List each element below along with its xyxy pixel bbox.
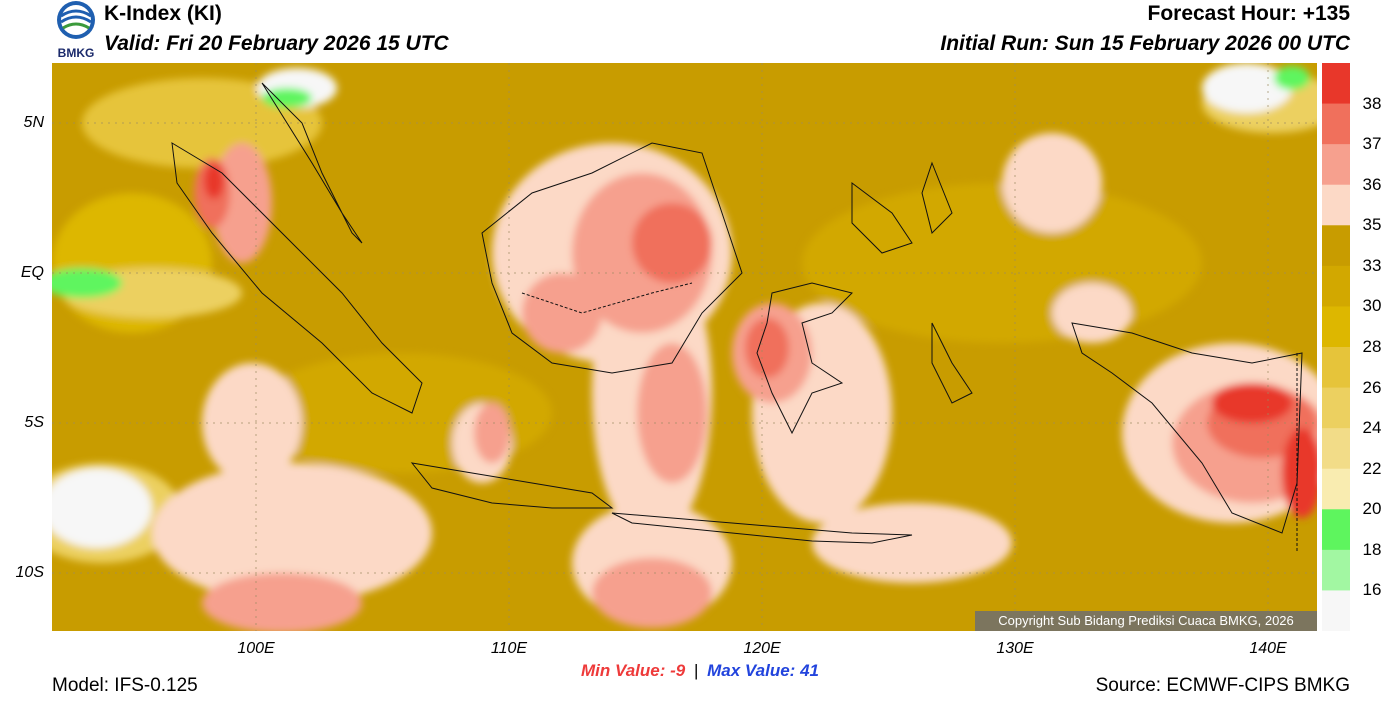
colorbar-label: 22 [1362, 458, 1382, 478]
lat-label-5s: 5S [24, 414, 44, 431]
nusa-tenggara-coast [611, 512, 913, 544]
maluku-coast [931, 322, 973, 404]
border-line [521, 282, 693, 314]
colorbar-segment [1322, 265, 1350, 307]
min-value: -9 [670, 661, 686, 680]
colorbar-segment [1322, 225, 1350, 267]
colorbar-segment [1322, 306, 1350, 348]
philippines-coast [851, 182, 913, 254]
field-shading [52, 63, 1317, 631]
colorbar-label: 30 [1362, 296, 1382, 316]
colorbar-segment [1322, 590, 1350, 631]
java-coast [410, 462, 614, 509]
lon-label-120e: 120E [743, 640, 781, 657]
lon-label-140e: 140E [1249, 640, 1287, 657]
valid-time: Valid: Fri 20 February 2026 15 UTC [104, 32, 449, 55]
colorbar-label: 20 [1362, 499, 1382, 519]
borneo-coast [481, 142, 743, 374]
lat-label-5n: 5N [23, 114, 44, 131]
colorbar-label: 16 [1362, 580, 1382, 600]
model-name: Model: IFS-0.125 [52, 675, 198, 696]
sulawesi-coast [756, 282, 853, 435]
colorbar-segment [1322, 144, 1350, 186]
value-separator: | [693, 661, 699, 680]
colorbar-label: 38 [1362, 93, 1382, 113]
colorbar-label: 35 [1362, 215, 1382, 235]
colorbar-segment [1322, 468, 1350, 510]
logo-label: BMKG [57, 46, 95, 60]
max-label: Max Value: [707, 661, 796, 680]
colorbar-segment [1322, 347, 1350, 389]
colorbar-segment [1322, 184, 1350, 226]
colorbar-label: 26 [1362, 377, 1382, 397]
colorbar-segment [1322, 103, 1350, 145]
map-title: K-Index (KI) [104, 2, 222, 25]
bmkg-logo [57, 1, 95, 39]
k-index-map [52, 63, 1317, 631]
lat-label-10s: 10S [15, 564, 44, 581]
papua-coast [1071, 322, 1303, 534]
initial-run: Initial Run: Sun 15 February 2026 00 UTC [940, 32, 1350, 55]
min-max-values: Min Value: -9 | Max Value: 41 [0, 661, 1400, 681]
copyright-note: Copyright Sub Bidang Prediksi Cuaca BMKG… [975, 611, 1317, 631]
max-value: 41 [800, 661, 819, 680]
colorbar [1322, 63, 1350, 631]
colorbar-segment [1322, 63, 1350, 105]
colorbar-segment [1322, 509, 1350, 551]
min-label: Min Value: [581, 661, 666, 680]
colorbar-label: 24 [1362, 418, 1382, 438]
lat-label-eq: EQ [20, 264, 44, 281]
sumatra-coast [171, 142, 423, 414]
colorbar-label: 37 [1362, 134, 1382, 154]
lon-label-130e: 130E [996, 640, 1034, 657]
colorbar-label: 18 [1362, 539, 1382, 559]
lon-label-100e: 100E [237, 640, 275, 657]
colorbar-segment [1322, 549, 1350, 591]
colorbar-segment [1322, 428, 1350, 470]
grid-lines [52, 63, 1317, 631]
malaya-coast [261, 82, 363, 244]
colorbar-label: 33 [1362, 255, 1382, 275]
colorbar-segment [1322, 387, 1350, 429]
forecast-hour: Forecast Hour: +135 [1147, 2, 1351, 25]
colorbar-label: 28 [1362, 337, 1382, 356]
colorbar-label: 36 [1362, 174, 1382, 194]
coastlines [171, 82, 1303, 553]
lon-label-110e: 110E [490, 640, 528, 657]
data-source: Source: ECMWF-CIPS BMKG [1095, 675, 1350, 696]
